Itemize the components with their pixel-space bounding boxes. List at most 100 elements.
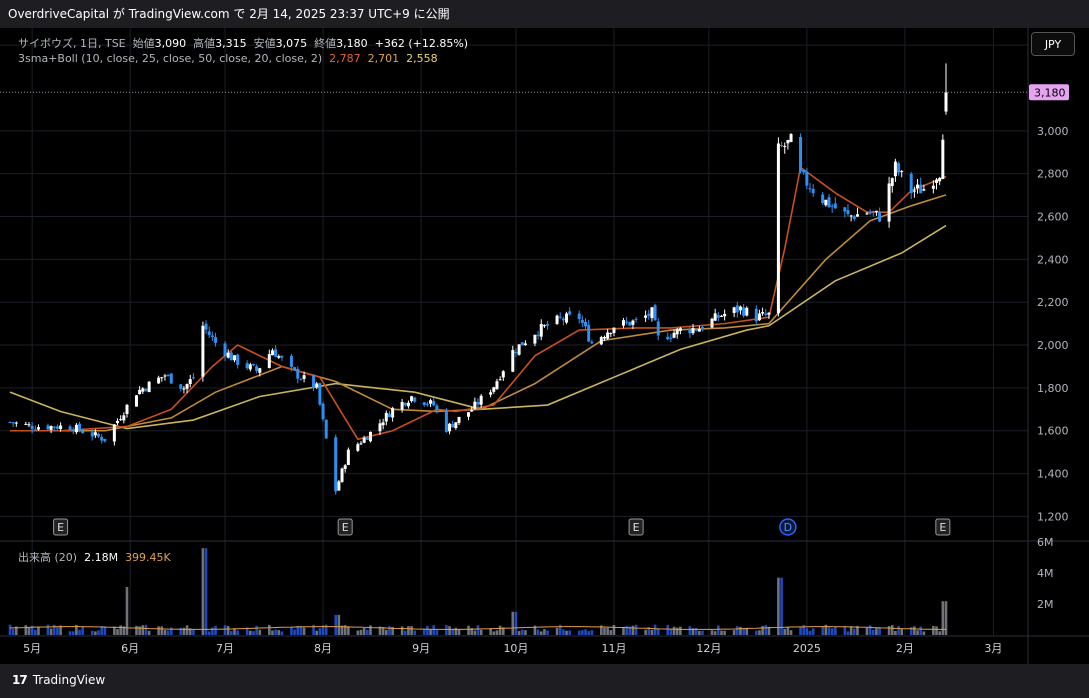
- indicator-sma1-value: 2,787: [329, 52, 361, 65]
- earnings-marker[interactable]: [935, 518, 951, 536]
- candle-body: [694, 329, 698, 331]
- candle-body: [735, 305, 739, 313]
- volume-bar: [207, 631, 211, 635]
- time-tick-label: 2月: [896, 642, 914, 655]
- volume-bar: [204, 548, 208, 635]
- candle-body: [539, 323, 543, 337]
- last-price-tag: [1029, 84, 1069, 101]
- volume-bar: [897, 625, 900, 635]
- volume-bar: [403, 630, 407, 635]
- candle-body: [410, 396, 414, 402]
- volume-bar: [799, 626, 802, 635]
- volume-bar: [644, 629, 647, 635]
- tradingview-brand[interactable]: 17 TradingView: [12, 673, 105, 687]
- last-price-label: 3,180: [1034, 86, 1066, 99]
- volume-bar: [631, 625, 635, 635]
- candle-body: [843, 207, 847, 212]
- candle-body: [236, 354, 240, 365]
- legend-open: 3,090: [154, 37, 187, 50]
- candle-body: [33, 429, 37, 431]
- volume-bar: [8, 624, 12, 635]
- candle-body: [473, 401, 477, 409]
- volume-bar: [669, 629, 673, 635]
- volume-bar: [941, 601, 945, 635]
- candle-body: [738, 306, 742, 311]
- candle-body: [116, 420, 120, 424]
- candle-body: [422, 402, 426, 405]
- candle-body: [324, 419, 328, 439]
- candle-body: [226, 352, 230, 358]
- legend-high-label: 高値: [193, 37, 216, 50]
- volume-bar: [587, 631, 590, 635]
- earnings-marker[interactable]: [53, 518, 69, 536]
- volume-bar: [451, 628, 455, 635]
- volume-bar: [723, 630, 726, 635]
- candle-body: [147, 381, 151, 393]
- volume-bar: [33, 629, 37, 635]
- volume-bar: [479, 629, 483, 635]
- volume-bar: [312, 624, 315, 635]
- currency-button[interactable]: JPY: [1031, 32, 1075, 56]
- volume-bar: [758, 630, 761, 635]
- volume-bar: [625, 626, 628, 635]
- earnings-marker[interactable]: [628, 518, 644, 536]
- volume-bar: [119, 625, 122, 635]
- dividend-marker[interactable]: [779, 518, 797, 536]
- price-tick-label: 2,200: [1037, 296, 1069, 309]
- volume-bar: [789, 630, 793, 635]
- candle-body: [786, 140, 790, 144]
- candle-body: [312, 374, 316, 388]
- candle-body: [141, 388, 145, 392]
- candle-body: [179, 384, 183, 389]
- candle-body: [754, 308, 758, 322]
- volume-bar: [78, 629, 81, 635]
- volume-bar: [211, 627, 214, 635]
- price-tick-label: 2,400: [1037, 253, 1069, 266]
- candle-body: [944, 92, 948, 112]
- candle-body: [577, 313, 581, 319]
- candle-body: [919, 184, 923, 194]
- volume-bar: [827, 627, 831, 635]
- volume-bar: [413, 630, 417, 635]
- candle-body: [868, 212, 872, 214]
- earnings-marker[interactable]: [337, 518, 353, 536]
- candle-body: [214, 337, 218, 343]
- volume-bar: [236, 630, 239, 635]
- volume-bar: [754, 630, 758, 635]
- candle-body: [568, 311, 572, 315]
- candle-body: [356, 444, 360, 451]
- candle-body: [742, 307, 746, 316]
- candle-body: [299, 379, 303, 381]
- volume-bar: [852, 628, 856, 635]
- price-chart[interactable]: 1,200 1,400 1,600 1,800 2,000 2,200 2,400 2,600…: [0, 28, 1089, 664]
- volume-bar: [201, 548, 205, 635]
- volume-bar: [679, 626, 682, 635]
- candle-body: [625, 321, 629, 323]
- volume-bar: [185, 625, 189, 635]
- candle-body: [467, 412, 471, 417]
- volume-bar: [125, 586, 129, 635]
- candle-body: [789, 134, 793, 143]
- candle-body: [413, 397, 417, 402]
- candle-body: [811, 188, 815, 194]
- candle-body: [723, 313, 727, 317]
- volume-bar: [249, 630, 252, 635]
- candle-body: [302, 375, 306, 379]
- candle-body: [511, 350, 515, 372]
- candle-body: [337, 481, 341, 491]
- publish-header-text: OverdriveCapital が TradingView.com で 2月 …: [8, 7, 450, 21]
- candle-body: [280, 356, 284, 358]
- candle-body: [805, 171, 809, 186]
- candle-body: [713, 313, 717, 321]
- time-tick-label: 2025: [793, 642, 821, 655]
- candle-body: [59, 425, 63, 430]
- volume-bar: [356, 630, 360, 635]
- volume-bar: [116, 629, 119, 635]
- candle-body: [381, 422, 385, 426]
- volume-bar: [732, 630, 736, 635]
- volume-bar: [650, 629, 654, 635]
- candle-body: [74, 424, 78, 433]
- volume-bar: [536, 629, 540, 635]
- volume-bar: [343, 625, 347, 635]
- candle-body: [732, 307, 736, 313]
